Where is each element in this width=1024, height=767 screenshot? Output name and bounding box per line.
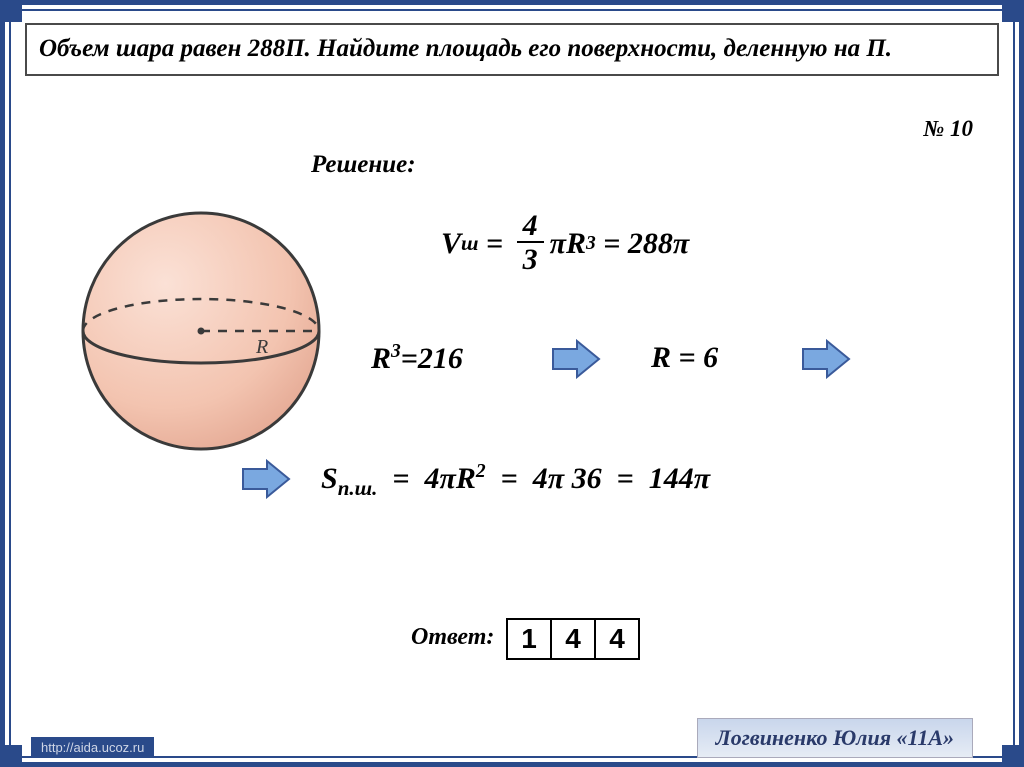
- corner-decor: [0, 745, 22, 767]
- formula-surface: Sп.ш. = 4πR2 = 4π 36 = 144π: [321, 461, 710, 501]
- fraction: 4 3: [517, 211, 544, 276]
- answer-digit: 4: [596, 620, 638, 658]
- formula-r-cubed: R3=216: [371, 341, 463, 376]
- problem-number: № 10: [923, 116, 973, 142]
- corner-decor: [1002, 745, 1024, 767]
- arrow-icon: [801, 339, 851, 379]
- formula-volume: Vш = 4 3 πR3 = 288π: [441, 211, 689, 276]
- sym-V: V: [441, 227, 461, 261]
- formula-r-value: R = 6: [651, 341, 718, 375]
- corner-decor: [0, 0, 22, 22]
- arrow-icon: [551, 339, 601, 379]
- arrow-icon: [241, 459, 291, 499]
- problem-statement: Объем шара равен 288П. Найдите площадь е…: [25, 23, 999, 76]
- answer-digit: 4: [552, 620, 596, 658]
- author-badge: Логвиненко Юлия «11А»: [697, 718, 973, 758]
- inner-frame: Объем шара равен 288П. Найдите площадь е…: [9, 9, 1015, 758]
- svg-text:R: R: [255, 336, 268, 358]
- corner-decor: [1002, 0, 1024, 22]
- slide-frame: Объем шара равен 288П. Найдите площадь е…: [0, 0, 1024, 767]
- answer-digit: 1: [508, 620, 552, 658]
- answer-label: Ответ:: [411, 624, 494, 651]
- problem-text: Объем шара равен 288П. Найдите площадь е…: [39, 35, 892, 62]
- answer-box: 1 4 4: [506, 618, 640, 660]
- solution-label: Решение:: [311, 151, 416, 179]
- pi: π: [550, 227, 566, 261]
- sphere-diagram: R: [71, 201, 331, 461]
- footer-url: http://aida.ucoz.ru: [31, 737, 154, 758]
- sub-sh: ш: [461, 231, 479, 256]
